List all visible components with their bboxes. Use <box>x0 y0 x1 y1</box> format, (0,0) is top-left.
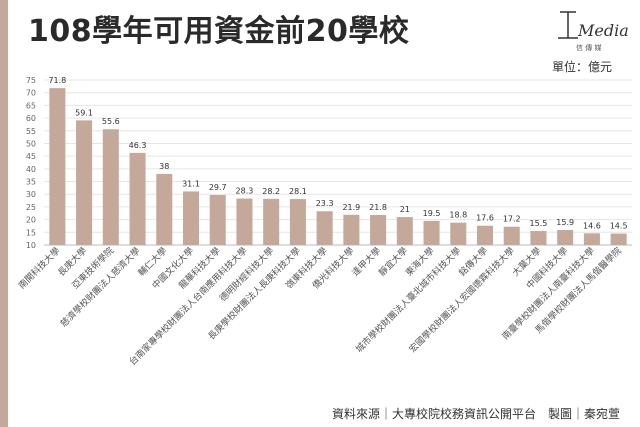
y-tick-label: 35 <box>26 178 36 187</box>
y-tick-label: 60 <box>26 114 36 123</box>
bar <box>450 222 467 245</box>
data-label: 55.6 <box>102 117 120 126</box>
data-label: 29.7 <box>209 183 227 192</box>
bar <box>343 214 360 245</box>
data-label: 17.2 <box>503 215 521 224</box>
bar <box>156 173 173 245</box>
data-label: 18.8 <box>449 211 467 220</box>
y-tick-label: 45 <box>26 152 36 161</box>
y-tick-label: 20 <box>26 216 36 225</box>
bar <box>610 233 627 245</box>
bar <box>263 198 280 245</box>
bar <box>289 199 306 245</box>
bar <box>370 215 387 245</box>
bar <box>182 191 200 245</box>
data-label: 15.5 <box>530 219 548 228</box>
data-label: 14.6 <box>583 221 601 230</box>
y-tick-label: 10 <box>26 241 36 250</box>
bar <box>76 120 93 245</box>
logo-mark-icon: Media 信 傳 媒 <box>558 11 629 52</box>
data-label: 23.3 <box>316 199 334 208</box>
data-label: 28.3 <box>236 187 254 196</box>
bar <box>49 88 66 245</box>
data-label: 28.2 <box>262 187 280 196</box>
page-title: 108學年可用資金前20學校 <box>28 14 410 49</box>
bar <box>557 230 574 245</box>
data-label: 15.9 <box>556 218 574 227</box>
data-label: 71.8 <box>48 76 66 85</box>
data-label: 19.5 <box>423 209 441 218</box>
left-accent-bar <box>0 0 8 427</box>
data-label: 17.6 <box>476 214 494 223</box>
bar <box>530 231 547 245</box>
y-tick-label: 50 <box>26 139 36 148</box>
data-label: 31.1 <box>182 179 200 188</box>
bar <box>316 211 333 245</box>
bar <box>396 217 413 245</box>
bar <box>423 220 440 245</box>
x-tick-label: 南開科技大學 <box>16 245 63 292</box>
y-tick-label: 65 <box>26 101 36 110</box>
bar <box>236 198 253 245</box>
data-label: 14.5 <box>610 222 628 231</box>
bar <box>476 225 494 245</box>
y-tick-label: 75 <box>26 76 36 85</box>
data-label: 21.9 <box>342 203 360 212</box>
bar <box>129 152 146 245</box>
bar <box>503 226 520 245</box>
unit-label: 單位：億元 <box>551 60 612 74</box>
data-label: 21.8 <box>369 203 387 212</box>
y-tick-label: 55 <box>26 127 36 136</box>
y-tick-label: 25 <box>26 203 36 212</box>
x-tick-label: 長庚學校財團法人長庚科技大學 <box>205 245 303 343</box>
y-tick-label: 15 <box>26 228 36 237</box>
bar <box>209 194 226 245</box>
data-label: 38 <box>159 162 169 171</box>
y-tick-label: 30 <box>26 190 36 199</box>
data-label: 46.3 <box>129 141 147 150</box>
logo-subtext: 信 傳 媒 <box>576 43 601 52</box>
data-label: 21 <box>400 205 410 214</box>
data-label: 59.1 <box>75 108 93 117</box>
media-logo: Media 信 傳 媒 <box>556 8 629 54</box>
bar <box>102 129 119 245</box>
logo-text: Media <box>577 21 628 40</box>
bar <box>583 233 600 245</box>
source-credit: 資料來源｜大專校院校務資訊公開平台 製圖｜秦宛萱 <box>331 407 620 421</box>
data-label: 28.1 <box>289 187 307 196</box>
y-tick-label: 40 <box>26 165 36 174</box>
y-tick-label: 70 <box>26 89 36 98</box>
